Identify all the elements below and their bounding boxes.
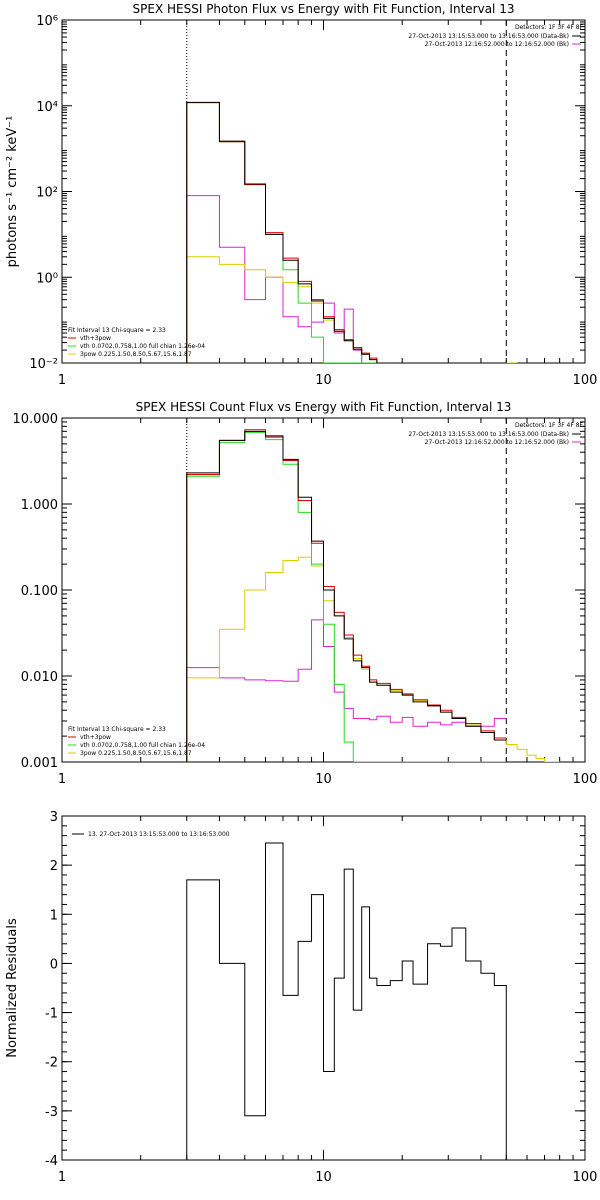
fit-legend-label: vth 0.0702,0.758,1.00 full chian 1.26e-0… — [80, 343, 205, 350]
series-line-background — [186, 195, 507, 363]
series-line-3pow — [186, 556, 560, 762]
y-axis-label-0: photons s⁻¹ cm⁻² keV⁻¹ — [5, 116, 20, 268]
y-tick-label: 0.001 — [21, 756, 58, 771]
y-tick-label: 10.000 — [13, 412, 59, 427]
y-tick-label: 1.000 — [21, 498, 58, 513]
y-tick-label: -3 — [45, 1105, 58, 1120]
x-tick-label: 100 — [573, 772, 598, 787]
y-tick-label: -4 — [45, 1154, 58, 1169]
series-line-3pow — [186, 256, 518, 363]
x-tick-label: 100 — [573, 373, 598, 388]
series-group-1 — [186, 429, 560, 762]
series-line-vth+3pow — [186, 102, 507, 363]
y-axis-label-2: Normalized Residuals — [5, 918, 20, 1058]
plot-title-1: SPEX HESSI Count Flux vs Energy with Fit… — [136, 400, 512, 414]
x-tick-label: 1 — [58, 373, 66, 388]
legend-header: Detectors: 1F 3F 4F 8F — [515, 24, 584, 31]
legend-entry-label: 27-Oct-2013 13:15:53.000 to 13:16:53.000… — [408, 33, 569, 40]
fit-legend-label: vth+3pow — [80, 734, 111, 741]
legend-entry-label: 13. 27-Oct-2013 13:15:53.000 to 13:16:53… — [88, 831, 230, 838]
legend-entry-label: 27-Oct-2013 12:16:52.000 to 12:16:52.000… — [425, 439, 569, 446]
fit-legend-label: vth+3pow — [80, 335, 111, 342]
fit-legend-label: vth 0.0702,0.758,1.00 full chian 1.26e-0… — [80, 742, 205, 749]
y-tick-label: 10⁶ — [36, 14, 58, 29]
legend-entry-label: 27-Oct-2013 13:15:53.000 to 13:16:53.000… — [408, 431, 569, 438]
fit-legend-header: Fit Interval 13 Chi-square = 2.33 — [68, 327, 166, 334]
series-line-background — [186, 619, 507, 762]
y-tick-label: 10⁻² — [29, 357, 58, 372]
fit-legend-label: 3pow 0.225,1.50,8.50,5.67,15.6,1.87 — [80, 351, 192, 358]
y-tick-label: 2 — [50, 859, 58, 874]
y-tick-label: -1 — [45, 1007, 58, 1022]
y-tick-label: 10⁰ — [36, 271, 58, 286]
fit-legend-header: Fit Interval 13 Chi-square = 2.33 — [68, 726, 166, 733]
x-tick-label: 1 — [58, 1170, 66, 1185]
series-line-vth+3pow — [186, 429, 507, 762]
x-tick-label: 1 — [58, 772, 66, 787]
series-group-0 — [186, 101, 518, 363]
legend-entry-label: 27-Oct-2013 12:16:52.000 to 12:16:52.000… — [425, 41, 569, 48]
legend-header: Detectors: 1F 3F 4F 8F — [515, 422, 584, 429]
series-group-2 — [186, 842, 507, 1160]
y-tick-label: 10² — [36, 186, 58, 201]
series-line-data — [186, 101, 507, 363]
series-line-residuals — [186, 842, 507, 1160]
plot-title-0: SPEX HESSI Photon Flux vs Energy with Fi… — [133, 2, 515, 16]
series-line-data — [186, 430, 507, 762]
y-tick-label: 3 — [50, 810, 58, 825]
x-tick-label: 10 — [315, 772, 332, 787]
y-tick-label: 0.100 — [21, 584, 58, 599]
y-tick-label: 1 — [50, 908, 58, 923]
series-line-vth — [186, 431, 507, 762]
x-tick-label: 10 — [315, 1170, 332, 1185]
y-tick-label: -2 — [45, 1056, 58, 1071]
y-tick-label: 0 — [50, 957, 58, 972]
x-tick-label: 10 — [315, 373, 332, 388]
fit-legend-label: 3pow 0.225,1.50,8.50,5.67,15.6,1.87 — [80, 750, 192, 757]
y-tick-label: 10⁴ — [36, 100, 58, 115]
x-tick-label: 100 — [573, 1170, 598, 1185]
y-tick-label: 0.010 — [21, 670, 58, 685]
